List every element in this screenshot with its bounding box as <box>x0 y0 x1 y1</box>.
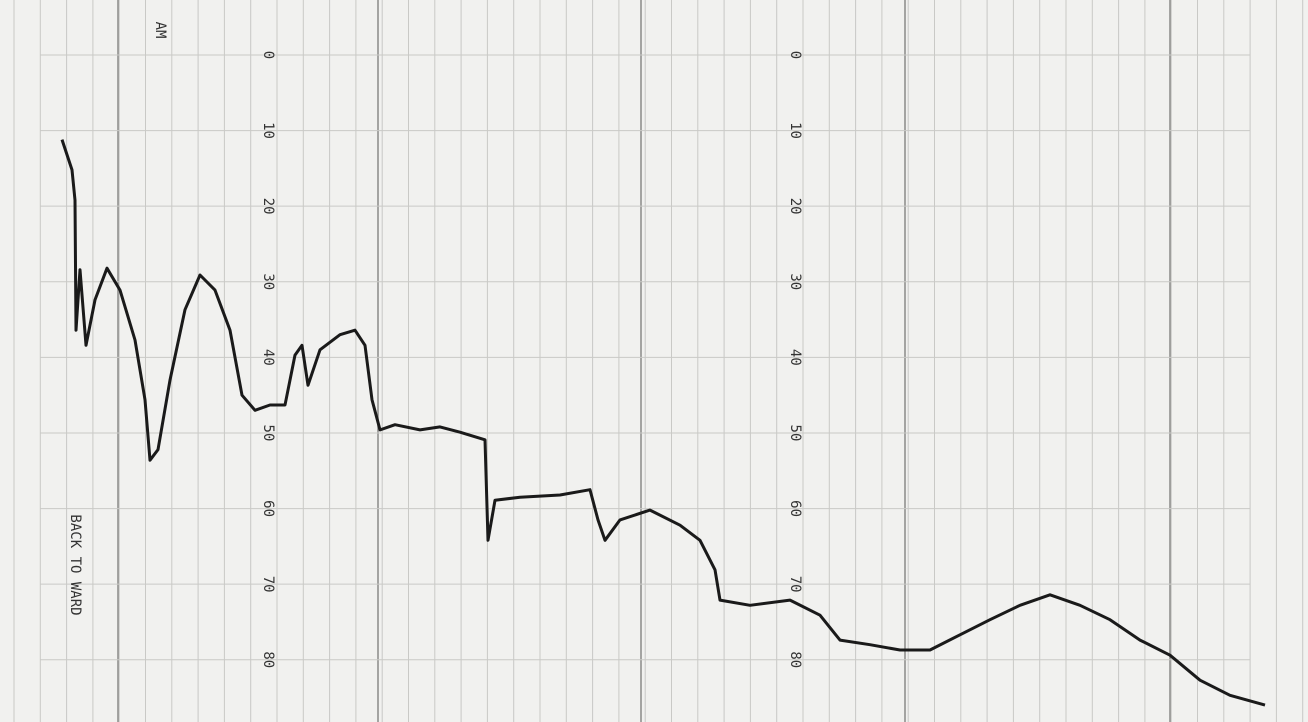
y-tick-label: 60 <box>260 500 276 517</box>
y-tick-label: 30 <box>260 273 276 290</box>
y-tick-label: 70 <box>260 576 276 593</box>
y-tick-label: 0 <box>787 51 803 59</box>
y-tick-label: 60 <box>787 500 803 517</box>
chart: AM BACK TO WARD 0 0 10 10 20 20 30 30 40 40 50 50 60… <box>0 0 1308 722</box>
y-tick-label: 50 <box>260 425 276 442</box>
y-tick-label: 10 <box>260 122 276 139</box>
y-tick-label: 80 <box>787 651 803 668</box>
y-tick-label: 70 <box>787 576 803 593</box>
annotation: BACK TO WARD <box>67 514 83 615</box>
y-tick-label: 20 <box>260 198 276 215</box>
y-tick-label: 30 <box>787 273 803 290</box>
y-tick-label: 10 <box>787 122 803 139</box>
y-tick-label: 50 <box>787 425 803 442</box>
y-tick-label: 40 <box>787 349 803 366</box>
y-tick-label: 40 <box>260 349 276 366</box>
y-tick-label: 20 <box>787 198 803 215</box>
paper <box>0 0 1308 722</box>
annotation: AM <box>152 22 168 39</box>
y-tick-label: 0 <box>260 51 276 59</box>
y-tick-label: 80 <box>260 651 276 668</box>
